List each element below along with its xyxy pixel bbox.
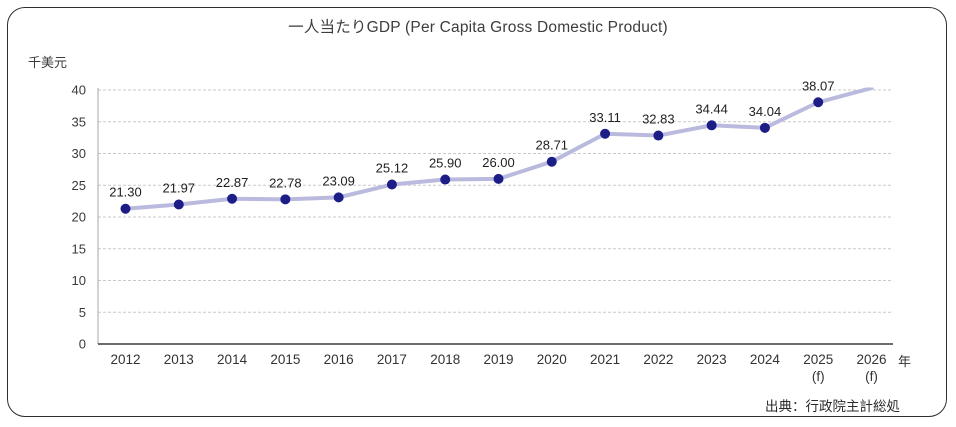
y-tick-label: 15 [72,241,86,256]
y-tick-label: 35 [72,114,86,129]
data-point-label: 21.30 [109,185,142,200]
data-point [386,179,397,190]
y-tick-label: 40 [72,83,86,98]
y-tick-label: 0 [79,337,86,352]
x-tick-label: 2012 [110,352,140,367]
data-point-label: 38.07 [802,78,835,93]
x-tick-label: 2014 [217,352,248,367]
x-tick-label: 2016 [324,352,354,367]
y-tick-label: 25 [72,178,86,193]
x-tick-label: 2018 [430,352,460,367]
data-point [813,97,824,108]
data-point-label: 34.04 [749,104,782,119]
source-note: 出典：行政院主計総処 [765,399,900,414]
x-tick-label: 2015 [270,352,300,367]
data-point [227,193,238,204]
y-axis-unit-label: 千美元 [28,55,68,70]
x-tick-label: 2025 [803,352,833,367]
x-axis-unit-label: 年 [898,354,912,369]
x-tick-label: 2021 [590,352,620,367]
x-tick-label: 2013 [164,352,194,367]
x-tick-label: 2022 [643,352,673,367]
data-point-label: 33.11 [589,110,621,125]
data-point-label: 23.09 [322,173,355,188]
y-tick-label: 30 [72,146,86,161]
data-point [280,194,291,205]
data-point-label: 21.97 [163,180,196,195]
data-point [759,122,770,133]
data-point-label: 26.00 [482,155,515,170]
y-tick-label: 5 [79,305,86,320]
data-point-label: 25.12 [376,160,409,175]
data-point-label: 22.78 [269,175,302,190]
x-tick-label: 2020 [537,352,567,367]
data-point-label: 34.44 [695,101,728,116]
y-tick-label: 20 [72,210,86,225]
data-point-label: 25.90 [429,156,462,171]
y-tick-label: 10 [72,273,86,288]
data-point [493,173,504,184]
x-tick-sublabel: (f) [812,369,825,384]
data-point-label: 32.83 [642,112,675,127]
data-point-label: 22.87 [216,175,249,190]
data-point [546,156,557,167]
x-tick-label: 2026 [856,352,886,367]
x-tick-label: 2017 [377,352,407,367]
chart-card [7,7,947,417]
x-tick-label: 2019 [483,352,513,367]
data-point [173,199,184,210]
data-point [120,203,131,214]
data-point [653,130,664,141]
data-point [706,120,717,131]
data-point [333,192,344,203]
x-tick-sublabel: (f) [865,369,878,384]
data-point [600,128,611,139]
chart-title: 一人当たりGDP (Per Capita Gross Domestic Prod… [288,19,668,36]
data-point-label: 28.71 [536,138,569,153]
x-tick-label: 2024 [750,352,781,367]
x-tick-label: 2023 [697,352,727,367]
data-point [440,174,451,185]
